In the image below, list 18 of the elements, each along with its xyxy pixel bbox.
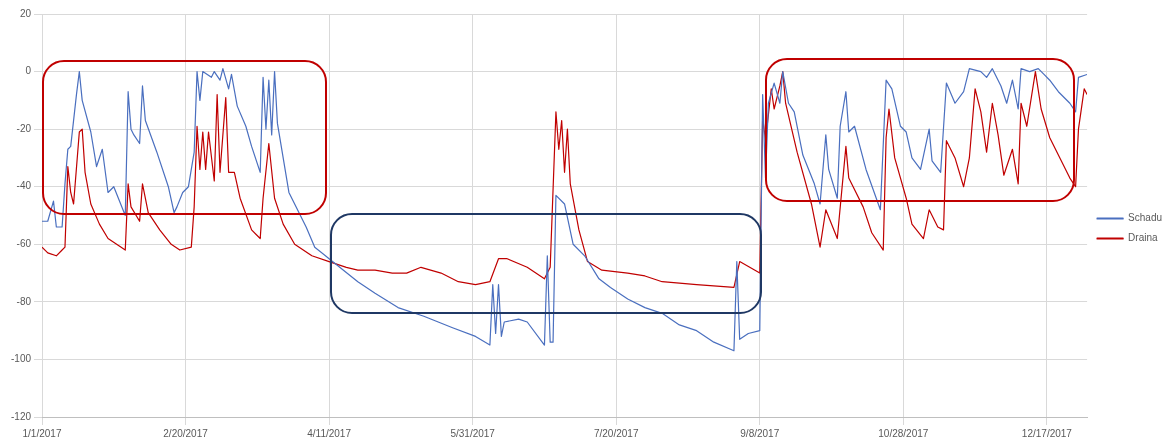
x-tick-label: 1/1/2017 (22, 427, 62, 439)
y-tick-label: -120 (10, 410, 32, 422)
legend-label: Schadu (1128, 212, 1163, 224)
x-tick-label: 7/20/2017 (593, 427, 639, 439)
y-tick-label: -60 (16, 238, 32, 250)
y-tick-label: 20 (19, 7, 32, 19)
y-tick-label: -100 (10, 353, 32, 365)
x-tick-label: 12/17/2017 (1021, 427, 1073, 439)
y-tick-label: 0 (25, 65, 32, 77)
x-tick-label: 2/20/2017 (163, 427, 209, 439)
x-tick-label: 4/11/2017 (307, 427, 352, 439)
y-tick-label: -20 (16, 122, 32, 134)
y-tick-label: -80 (16, 295, 32, 307)
x-tick-label: 5/31/2017 (450, 427, 496, 439)
x-tick-label: 9/8/2017 (740, 427, 780, 439)
y-tick-label: -40 (16, 180, 32, 192)
legend-label: Draina (1128, 232, 1158, 244)
x-tick-label: 10/28/2017 (878, 427, 929, 439)
